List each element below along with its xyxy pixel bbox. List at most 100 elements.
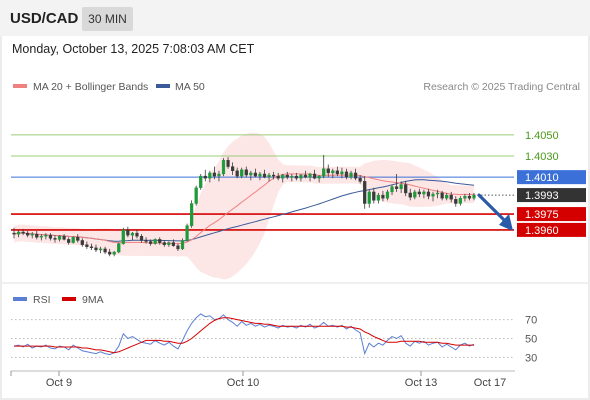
candle xyxy=(262,169,267,179)
candle xyxy=(176,243,180,252)
candle xyxy=(103,246,107,255)
candle xyxy=(294,172,298,181)
candle xyxy=(167,241,171,247)
candle-body xyxy=(149,241,153,244)
candle-body xyxy=(467,195,472,199)
candle xyxy=(353,168,358,181)
candle xyxy=(426,188,431,200)
rsi-gridlines: 70 50 30 xyxy=(11,315,537,364)
candle xyxy=(80,238,84,247)
rsi-line xyxy=(13,313,475,356)
candle-body xyxy=(267,174,271,178)
level-tag-3 xyxy=(517,207,586,222)
candle xyxy=(331,168,335,179)
candle-body xyxy=(185,225,189,241)
candle-body xyxy=(285,174,289,178)
candle-body xyxy=(276,175,280,179)
candle-body xyxy=(94,247,98,251)
legend-swatch-9ma xyxy=(62,297,76,301)
copyright-credit: Research © 2025 Trading Central xyxy=(423,81,580,93)
candle xyxy=(381,190,385,202)
rsi-legend-label: RSI xyxy=(33,294,51,306)
candle xyxy=(440,190,444,201)
candle-body xyxy=(53,238,57,240)
candle xyxy=(190,200,194,228)
x-tick-label: Oct 9 xyxy=(46,377,72,389)
bollinger-band xyxy=(14,132,474,280)
candle-body xyxy=(85,244,89,247)
candle-body xyxy=(226,160,230,167)
candle-body xyxy=(62,236,66,240)
candle xyxy=(130,232,135,241)
candle-body xyxy=(458,198,462,204)
candle xyxy=(71,236,75,244)
candle-body xyxy=(103,248,107,253)
candle xyxy=(363,176,367,209)
candle-body xyxy=(89,246,94,249)
candle xyxy=(121,227,125,245)
candle-body xyxy=(317,175,321,179)
candle-body xyxy=(176,245,180,250)
candle-body xyxy=(76,237,80,241)
candle-body xyxy=(144,240,148,242)
candle-body xyxy=(80,240,84,245)
candle xyxy=(62,234,66,241)
forecast-arrow xyxy=(477,193,513,231)
candle xyxy=(322,154,326,179)
candle xyxy=(35,230,39,240)
candle-body xyxy=(308,173,312,178)
candle xyxy=(89,243,94,250)
candle-body xyxy=(135,232,139,237)
price-pane: 1.4050 1.4030 1.4010 1.3975 1.3960 1.3993 xyxy=(11,130,586,280)
candle-body xyxy=(253,172,257,177)
legend-ma50-label: MA 50 xyxy=(175,81,205,93)
candle xyxy=(344,168,349,180)
candle xyxy=(404,181,408,197)
candle xyxy=(194,185,198,206)
level-tag-2 xyxy=(517,170,586,185)
candle xyxy=(358,175,362,184)
candle xyxy=(290,173,294,182)
candle xyxy=(149,239,153,246)
rsi-pane: RSI 9MA 70 50 30 xyxy=(11,294,537,364)
candle xyxy=(67,237,71,245)
candle-body xyxy=(376,194,380,201)
candle xyxy=(162,240,166,247)
candle-body xyxy=(112,251,116,255)
level-tags: 1.4050 1.4030 1.4010 1.3975 1.3960 1.3993 xyxy=(517,130,586,237)
candle-body xyxy=(48,234,53,239)
candle-body xyxy=(294,175,298,179)
candle-body xyxy=(463,195,467,199)
candle xyxy=(180,238,185,250)
candle-body xyxy=(167,242,171,245)
candle-body xyxy=(431,193,435,197)
candle-body xyxy=(12,232,16,235)
candle xyxy=(76,234,80,243)
candle xyxy=(153,238,157,245)
candle xyxy=(299,173,303,182)
candle-body xyxy=(363,181,367,204)
candle-body xyxy=(21,231,25,234)
candle xyxy=(399,181,403,193)
legend-swatch-ma20 xyxy=(13,84,27,88)
candle xyxy=(326,164,330,178)
x-tick-label: Oct 13 xyxy=(405,377,437,389)
candle-body xyxy=(340,171,344,175)
candle xyxy=(12,227,16,239)
x-tick-label: Oct 10 xyxy=(227,377,259,389)
candle-body xyxy=(440,192,444,199)
rsi-ma-legend-label: 9MA xyxy=(82,294,104,306)
level-label-3: 1.3975 xyxy=(525,209,559,221)
interval-button[interactable]: 30 MIN xyxy=(82,7,133,31)
candle-body xyxy=(16,231,21,235)
candle xyxy=(258,171,262,181)
candle-body xyxy=(281,174,285,179)
candle xyxy=(112,251,116,257)
candle-body xyxy=(121,229,125,244)
candle-body xyxy=(208,172,212,179)
candle xyxy=(422,189,426,199)
candle xyxy=(26,230,30,238)
candle-body xyxy=(39,236,43,238)
candle xyxy=(249,170,253,181)
candle xyxy=(303,170,308,179)
